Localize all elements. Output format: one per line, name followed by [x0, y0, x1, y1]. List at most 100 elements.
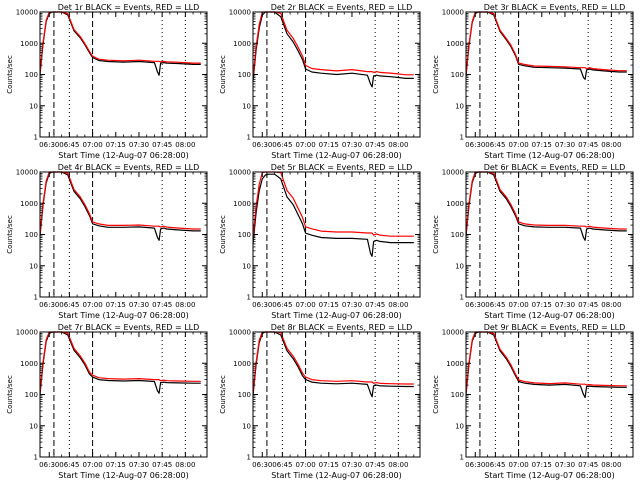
series-line-events [39, 171, 201, 241]
x-tick-label: 07:15 [106, 301, 126, 309]
series-line-events [39, 11, 201, 76]
x-tick-label: 07:30 [129, 461, 149, 469]
x-tick-label: 07:00 [508, 461, 528, 469]
chart-svg: Det 4r BLACK = Events, RED = LLD Counts/s… [6, 163, 208, 320]
chart-title: Det 1r BLACK = Events, RED = LLD [58, 3, 200, 12]
x-axis-label: Start Time (12-Aug-07 06:28:00) [271, 311, 402, 320]
x-tick-label: 08:00 [601, 141, 621, 149]
x-tick-label: 07:30 [555, 461, 575, 469]
chart-title: Det 7r BLACK = Events, RED = LLD [58, 323, 200, 332]
x-tick-label: 08:00 [601, 461, 621, 469]
x-tick-label: 06:30 [39, 461, 59, 469]
x-tick-label: 08:00 [175, 301, 195, 309]
y-tick-label: 1000 [20, 40, 38, 48]
y-tick-label: 10000 [16, 169, 38, 177]
series-line-lld [252, 171, 414, 238]
x-tick-label: 06:30 [252, 141, 272, 149]
x-tick-label: 07:15 [319, 461, 339, 469]
x-axis-label: Start Time (12-Aug-07 06:28:00) [58, 311, 189, 320]
x-tick-label: 07:45 [578, 301, 598, 309]
x-tick-label: 07:00 [508, 141, 528, 149]
x-axis-label: Start Time (12-Aug-07 06:28:00) [271, 471, 402, 480]
chart-title: Det 5r BLACK = Events, RED = LLD [271, 163, 413, 172]
x-tick-label: 08:00 [175, 461, 195, 469]
x-tick-label: 08:00 [175, 141, 195, 149]
x-tick-label: 06:45 [485, 301, 505, 309]
y-tick-label: 1 [34, 454, 38, 462]
x-tick-label: 06:30 [465, 301, 485, 309]
detector-panel-2: Det 2r BLACK = Events, RED = LLD Counts/s… [213, 0, 426, 160]
y-tick-label: 1 [34, 134, 38, 142]
y-tick-label: 1 [460, 134, 464, 142]
y-tick-label: 1000 [20, 360, 38, 368]
y-tick-label: 1000 [20, 200, 38, 208]
x-axis-label: Start Time (12-Aug-07 06:28:00) [58, 471, 189, 480]
chart-svg: Det 6r BLACK = Events, RED = LLD Counts/s… [432, 163, 634, 320]
x-tick-label: 07:00 [295, 301, 315, 309]
x-tick-label: 07:00 [82, 141, 102, 149]
series-line-events [465, 331, 627, 399]
y-axis-label: Counts/sec [219, 55, 227, 94]
series-line-events [465, 171, 627, 241]
y-tick-label: 100 [25, 71, 38, 79]
y-axis-label: Counts/sec [219, 375, 227, 414]
y-tick-label: 10 [242, 422, 251, 430]
y-tick-label: 1000 [233, 200, 251, 208]
y-axis-label: Counts/sec [432, 215, 440, 254]
y-tick-label: 10000 [16, 329, 38, 337]
series-line-lld [39, 171, 201, 235]
x-tick-label: 07:30 [555, 301, 575, 309]
x-tick-label: 07:15 [532, 461, 552, 469]
x-axis-label: Start Time (12-Aug-07 06:28:00) [484, 311, 615, 320]
x-tick-label: 07:15 [319, 141, 339, 149]
plot-frame [39, 171, 208, 298]
x-tick-label: 07:45 [578, 461, 598, 469]
y-tick-label: 1000 [233, 40, 251, 48]
plot-frame [465, 331, 634, 458]
chart-svg: Det 9r BLACK = Events, RED = LLD Counts/s… [432, 323, 634, 480]
y-tick-label: 10000 [229, 169, 251, 177]
x-tick-label: 08:00 [601, 301, 621, 309]
x-tick-label: 06:45 [59, 141, 79, 149]
y-tick-label: 10000 [229, 9, 251, 17]
y-axis-label: Counts/sec [219, 215, 227, 254]
chart-svg: Det 8r BLACK = Events, RED = LLD Counts/s… [219, 323, 421, 480]
chart-title: Det 4r BLACK = Events, RED = LLD [58, 163, 200, 172]
y-tick-label: 100 [238, 391, 251, 399]
x-tick-label: 07:15 [319, 301, 339, 309]
chart-title: Det 2r BLACK = Events, RED = LLD [271, 3, 413, 12]
chart-title: Det 9r BLACK = Events, RED = LLD [484, 323, 626, 332]
y-tick-label: 100 [451, 231, 464, 239]
series-line-lld [465, 171, 627, 235]
x-tick-label: 06:45 [485, 141, 505, 149]
series-line-events [252, 331, 414, 398]
y-tick-label: 100 [25, 231, 38, 239]
x-tick-label: 07:30 [342, 141, 362, 149]
plot-frame [465, 171, 634, 298]
chart-svg: Det 5r BLACK = Events, RED = LLD Counts/s… [219, 163, 421, 320]
x-tick-label: 06:45 [272, 461, 292, 469]
y-tick-label: 10000 [442, 169, 464, 177]
y-tick-label: 100 [238, 231, 251, 239]
x-tick-label: 07:00 [82, 461, 102, 469]
plot-frame [252, 331, 421, 458]
y-tick-label: 10 [455, 102, 464, 110]
y-tick-label: 1 [460, 294, 464, 302]
y-tick-label: 1000 [446, 360, 464, 368]
x-axis-label: Start Time (12-Aug-07 06:28:00) [271, 151, 402, 160]
x-tick-label: 07:00 [295, 141, 315, 149]
x-axis-label: Start Time (12-Aug-07 06:28:00) [484, 471, 615, 480]
y-axis-label: Counts/sec [432, 55, 440, 94]
x-tick-label: 06:45 [272, 301, 292, 309]
chart-svg: Det 3r BLACK = Events, RED = LLD Counts/s… [432, 3, 634, 160]
x-tick-label: 06:45 [272, 141, 292, 149]
y-tick-label: 1 [247, 294, 251, 302]
x-tick-label: 07:30 [342, 461, 362, 469]
detector-panel-6: Det 6r BLACK = Events, RED = LLD Counts/s… [426, 160, 639, 320]
x-tick-label: 07:45 [578, 141, 598, 149]
x-tick-label: 07:45 [365, 461, 385, 469]
y-tick-label: 10 [242, 102, 251, 110]
y-tick-label: 100 [238, 71, 251, 79]
x-tick-label: 07:30 [129, 141, 149, 149]
